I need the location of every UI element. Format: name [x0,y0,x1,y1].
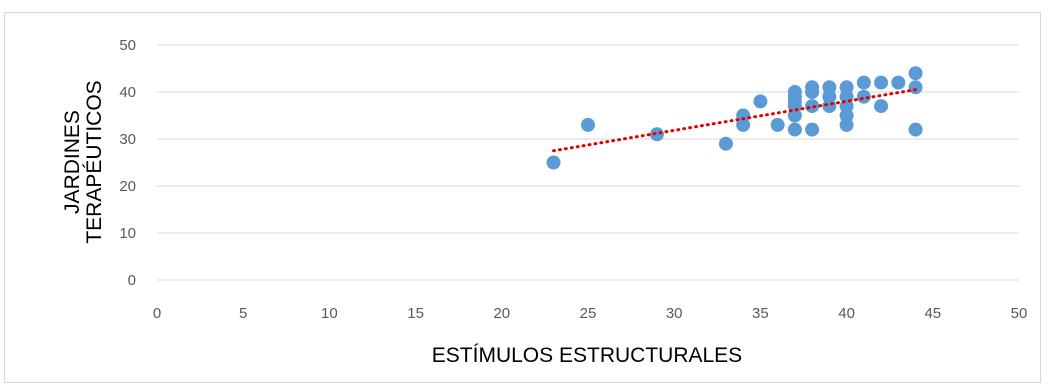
x-tick-label: 50 [1011,305,1028,322]
data-point [581,117,595,132]
data-point [805,85,820,99]
y-tick-label: 30 [119,131,136,148]
x-tick-label: 45 [924,305,941,322]
x-tick-label: 40 [838,305,855,322]
data-point [753,94,768,109]
data-point [787,122,802,137]
x-tick-label: 30 [666,305,683,322]
data-point [546,155,561,170]
y-axis-title-line-2: TERAPÉUTICOS [83,80,106,243]
y-axis-title: JARDINES TERAPÉUTICOS [61,80,106,243]
x-axis-title: ESTÍMULOS ESTRUCTURALES [432,344,742,367]
x-tick-label: 25 [580,305,597,322]
x-tick-label: 20 [493,305,510,322]
trendline [552,88,918,153]
data-point [856,89,871,104]
data-point [736,117,751,132]
x-axis-ticks: 0 5 10 15 20 25 30 35 40 45 50 [153,305,1028,322]
data-point [908,122,923,137]
y-tick-label: 40 [119,84,136,101]
x-tick-label: 10 [321,305,338,322]
data-points [546,66,923,170]
data-point [891,75,906,90]
x-tick-label: 5 [239,305,247,322]
grid-lines [157,44,1019,234]
data-point [874,75,889,90]
data-point [770,117,785,132]
y-tick-label: 50 [119,37,136,54]
y-axis-title-line-1: JARDINES [61,110,84,214]
y-tick-label: 10 [119,225,136,242]
data-point [822,99,837,114]
data-point [908,66,923,81]
data-point [718,136,733,151]
y-tick-label: 20 [119,178,136,195]
data-point [856,75,871,90]
x-tick-label: 0 [153,305,161,322]
data-point [805,122,820,137]
y-tick-label: 0 [128,272,136,289]
data-point [908,80,923,95]
data-point [874,99,889,114]
y-axis-ticks: 0 10 20 30 40 50 [119,37,136,289]
x-tick-label: 35 [752,305,769,322]
data-point [839,117,854,132]
data-point [805,99,820,114]
x-tick-label: 15 [407,305,424,322]
data-point [649,127,664,142]
chart-frame [4,12,1041,383]
